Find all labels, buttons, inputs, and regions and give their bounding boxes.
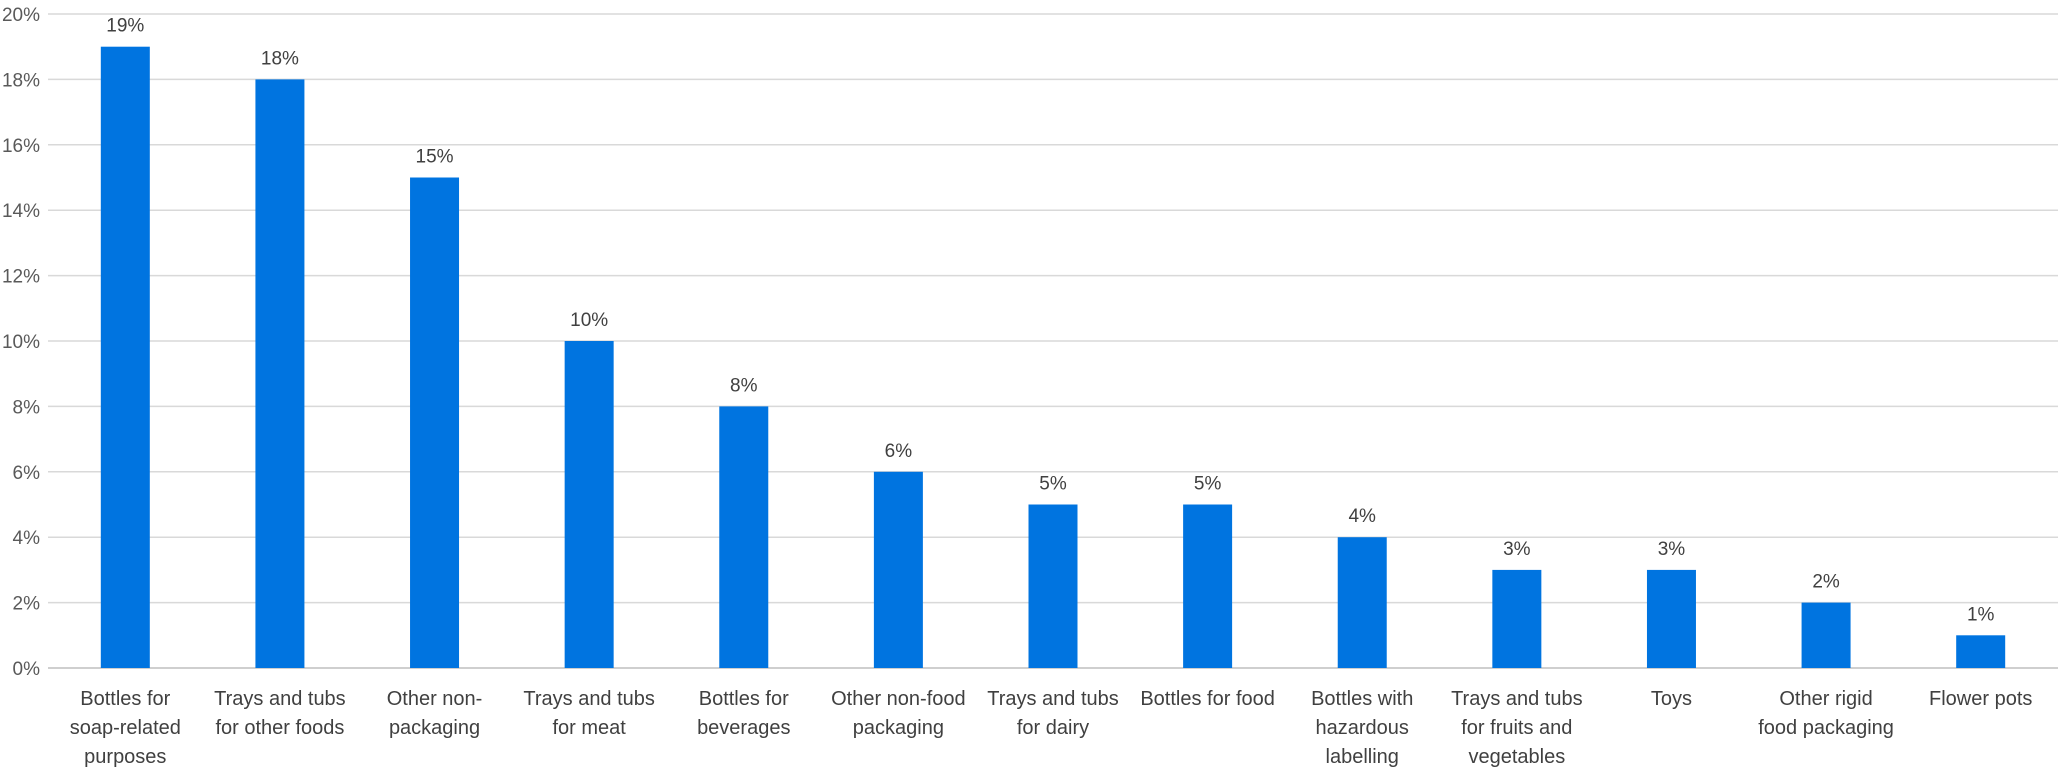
category-label: Bottles for soap-related purposes: [70, 688, 181, 768]
y-tick-label: 14%: [2, 201, 40, 222]
bar: [719, 406, 769, 668]
category-label: Bottles for beverages: [697, 688, 790, 739]
bar: [873, 471, 923, 668]
bar: [1028, 504, 1078, 668]
x-axis-category-labels: Bottles for soap-related purposes Trays and…: [70, 688, 2033, 768]
category-label: Other non-packaging: [387, 688, 483, 739]
category-label: Toys: [1651, 688, 1692, 710]
data-label: 5%: [1039, 474, 1067, 495]
data-label: 10%: [570, 310, 608, 331]
bar: [255, 79, 305, 668]
y-tick-label: 8%: [13, 397, 41, 418]
bar: [1183, 504, 1233, 668]
data-label: 4%: [1348, 506, 1376, 527]
y-tick-label: 12%: [2, 267, 40, 288]
category-label: Trays and tubs for other foods: [214, 688, 346, 739]
bar: [1956, 635, 2006, 668]
y-tick-label: 16%: [2, 136, 40, 157]
data-label: 3%: [1503, 539, 1531, 560]
data-label: 8%: [730, 375, 758, 396]
category-label: Bottles with hazardous labelling: [1311, 688, 1413, 768]
data-label: 2%: [1812, 572, 1840, 593]
y-tick-label: 4%: [13, 528, 41, 549]
category-label: Flower pots: [1929, 688, 2032, 710]
y-tick-label: 10%: [2, 332, 40, 353]
category-label: Trays and tubs for fruits and vegetables: [1451, 688, 1583, 768]
data-label: 18%: [261, 48, 299, 69]
y-tick-label: 18%: [2, 70, 40, 91]
data-label: 3%: [1658, 539, 1686, 560]
data-label: 5%: [1194, 474, 1222, 495]
bar: [100, 46, 150, 668]
y-tick-label: 20%: [2, 5, 40, 26]
bar: [564, 341, 614, 668]
gridlines: [48, 13, 2058, 669]
bar: [410, 177, 460, 668]
data-labels: 19% 18% 15% 10% 8% 6% 5% 5% 4% 3% 3% 2% 1%: [106, 16, 1994, 626]
category-label: Trays and tubs for dairy: [987, 688, 1119, 739]
y-tick-label: 2%: [13, 594, 41, 615]
category-label: Other rigid food packaging: [1758, 688, 1894, 739]
bars: [100, 46, 2006, 668]
bar: [1492, 569, 1542, 668]
data-label: 1%: [1967, 604, 1995, 625]
data-label: 15%: [416, 147, 454, 168]
category-label: Trays and tubs for meat: [523, 688, 655, 739]
bar: [1801, 602, 1851, 668]
data-label: 6%: [885, 441, 913, 462]
y-tick-label: 6%: [13, 463, 41, 484]
data-label: 19%: [106, 16, 144, 37]
y-tick-label: 0%: [13, 659, 41, 680]
category-label: Bottles for food: [1140, 688, 1275, 710]
category-label: Other non-food packaging: [831, 688, 966, 739]
y-axis-tick-labels: 0% 2% 4% 6% 8% 10% 12% 14% 16% 18% 20%: [2, 5, 40, 680]
bar: [1646, 569, 1696, 668]
bar: [1337, 537, 1387, 668]
